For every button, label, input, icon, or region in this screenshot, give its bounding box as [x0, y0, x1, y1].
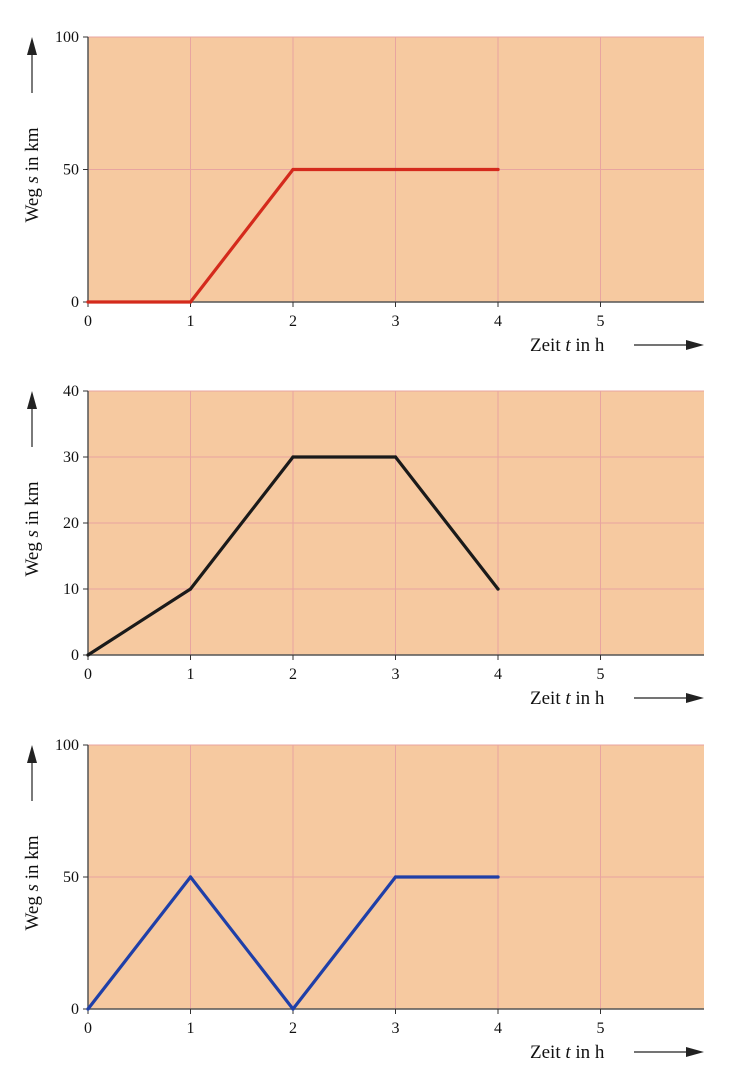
x-axis-label: Zeit t in h: [530, 1042, 605, 1063]
y-tick-label: 100: [55, 29, 79, 46]
x-tick-label: 3: [392, 666, 400, 683]
y-axis-label: Weg s in km: [22, 835, 43, 930]
x-tick-label: 0: [84, 313, 92, 330]
x-tick-label: 4: [494, 1020, 502, 1037]
x-axis-label: Zeit t in h: [530, 335, 605, 356]
series-line-1: [86, 167, 500, 304]
data-point: [291, 1007, 295, 1011]
x-tick-label: 3: [392, 313, 400, 330]
y-axis-arrow-head: [27, 391, 37, 409]
data-point: [496, 167, 500, 172]
x-tick-label: 5: [597, 313, 605, 330]
x-tick-label: 4: [494, 666, 502, 683]
data-point: [86, 300, 90, 304]
x-tick-label: 2: [289, 313, 297, 330]
x-tick-label: 0: [84, 666, 92, 683]
data-point: [188, 587, 193, 591]
x-axis-arrow-head: [686, 340, 704, 350]
x-tick-label: 1: [187, 313, 195, 330]
x-tick-label: 5: [597, 666, 605, 683]
y-axis-arrow-head: [27, 37, 37, 55]
x-tick-label: 2: [289, 666, 297, 683]
y-tick-label: 100: [55, 737, 79, 754]
y-tick-label: 0: [71, 647, 79, 664]
y-tick-label: 0: [71, 1001, 79, 1018]
y-axis-label: Weg s in km: [22, 127, 43, 222]
y-tick-label: 50: [63, 162, 79, 179]
x-axis-label: Zeit t in h: [530, 688, 605, 709]
y-tick-label: 10: [63, 581, 79, 598]
y-tick-label: 20: [63, 515, 79, 532]
x-tick-label: 2: [289, 1020, 297, 1037]
x-tick-label: 5: [597, 1020, 605, 1037]
data-point: [393, 455, 398, 459]
data-point: [393, 875, 398, 879]
x-tick-label: 1: [187, 666, 195, 683]
x-tick-label: 0: [84, 1020, 92, 1037]
x-axis-arrow-head: [686, 693, 704, 703]
y-tick-label: 0: [71, 294, 79, 311]
x-axis-arrow-head: [686, 1047, 704, 1057]
data-point: [188, 875, 193, 879]
y-axis-arrow-head: [27, 745, 37, 763]
y-tick-label: 50: [63, 869, 79, 886]
data-point: [86, 1007, 90, 1011]
y-tick-label: 30: [63, 449, 79, 466]
x-tick-label: 3: [392, 1020, 400, 1037]
data-point: [86, 653, 90, 657]
y-tick-label: 40: [63, 383, 79, 400]
data-point: [496, 587, 500, 591]
y-axis-label: Weg s in km: [22, 481, 43, 576]
data-point: [291, 455, 295, 459]
data-point: [291, 167, 295, 172]
chart-2: 0 1 2 3 4 5 0 10 20 30 40 Zeit t in h Weg s in km: [22, 383, 704, 709]
x-tick-label: 1: [187, 1020, 195, 1037]
x-tick-label: 4: [494, 313, 502, 330]
data-point: [188, 300, 193, 304]
data-point: [496, 875, 500, 879]
